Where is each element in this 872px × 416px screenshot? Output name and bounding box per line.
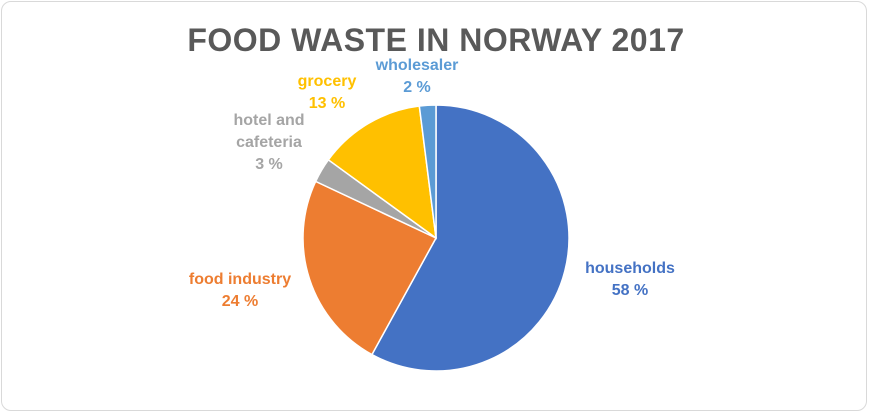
label-households: households 58 % <box>574 258 686 302</box>
label-food-industry: food industry 24 % <box>172 269 308 313</box>
label-households-value: 58 % <box>611 282 649 299</box>
pie-slice-wholesaler <box>418 104 437 239</box>
label-grocery-value: 13 % <box>308 95 346 112</box>
label-wholesaler: wholesaler 2 % <box>364 55 470 99</box>
label-grocery-name: grocery <box>297 73 357 90</box>
label-hotel-line1: hotel and <box>233 112 305 129</box>
label-wholesaler-name: wholesaler <box>375 57 459 74</box>
label-households-name: households <box>585 260 675 277</box>
label-food-industry-value: 24 % <box>221 293 259 310</box>
chart-title: FOOD WASTE IN NORWAY 2017 <box>187 22 685 58</box>
label-food-industry-name: food industry <box>188 271 292 288</box>
pie-slice-grocery <box>327 105 437 240</box>
pie-slice-households <box>370 104 570 372</box>
label-wholesaler-value: 2 % <box>403 79 431 96</box>
label-hotel-cafeteria: hotel and cafeteria 3 % <box>216 110 322 176</box>
pie-slice-food-industry <box>302 180 438 356</box>
label-hotel-value: 3 % <box>255 156 283 173</box>
pie-slices <box>302 104 570 372</box>
label-hotel-line2: cafeteria <box>236 134 302 151</box>
label-grocery: grocery 13 % <box>282 71 372 115</box>
